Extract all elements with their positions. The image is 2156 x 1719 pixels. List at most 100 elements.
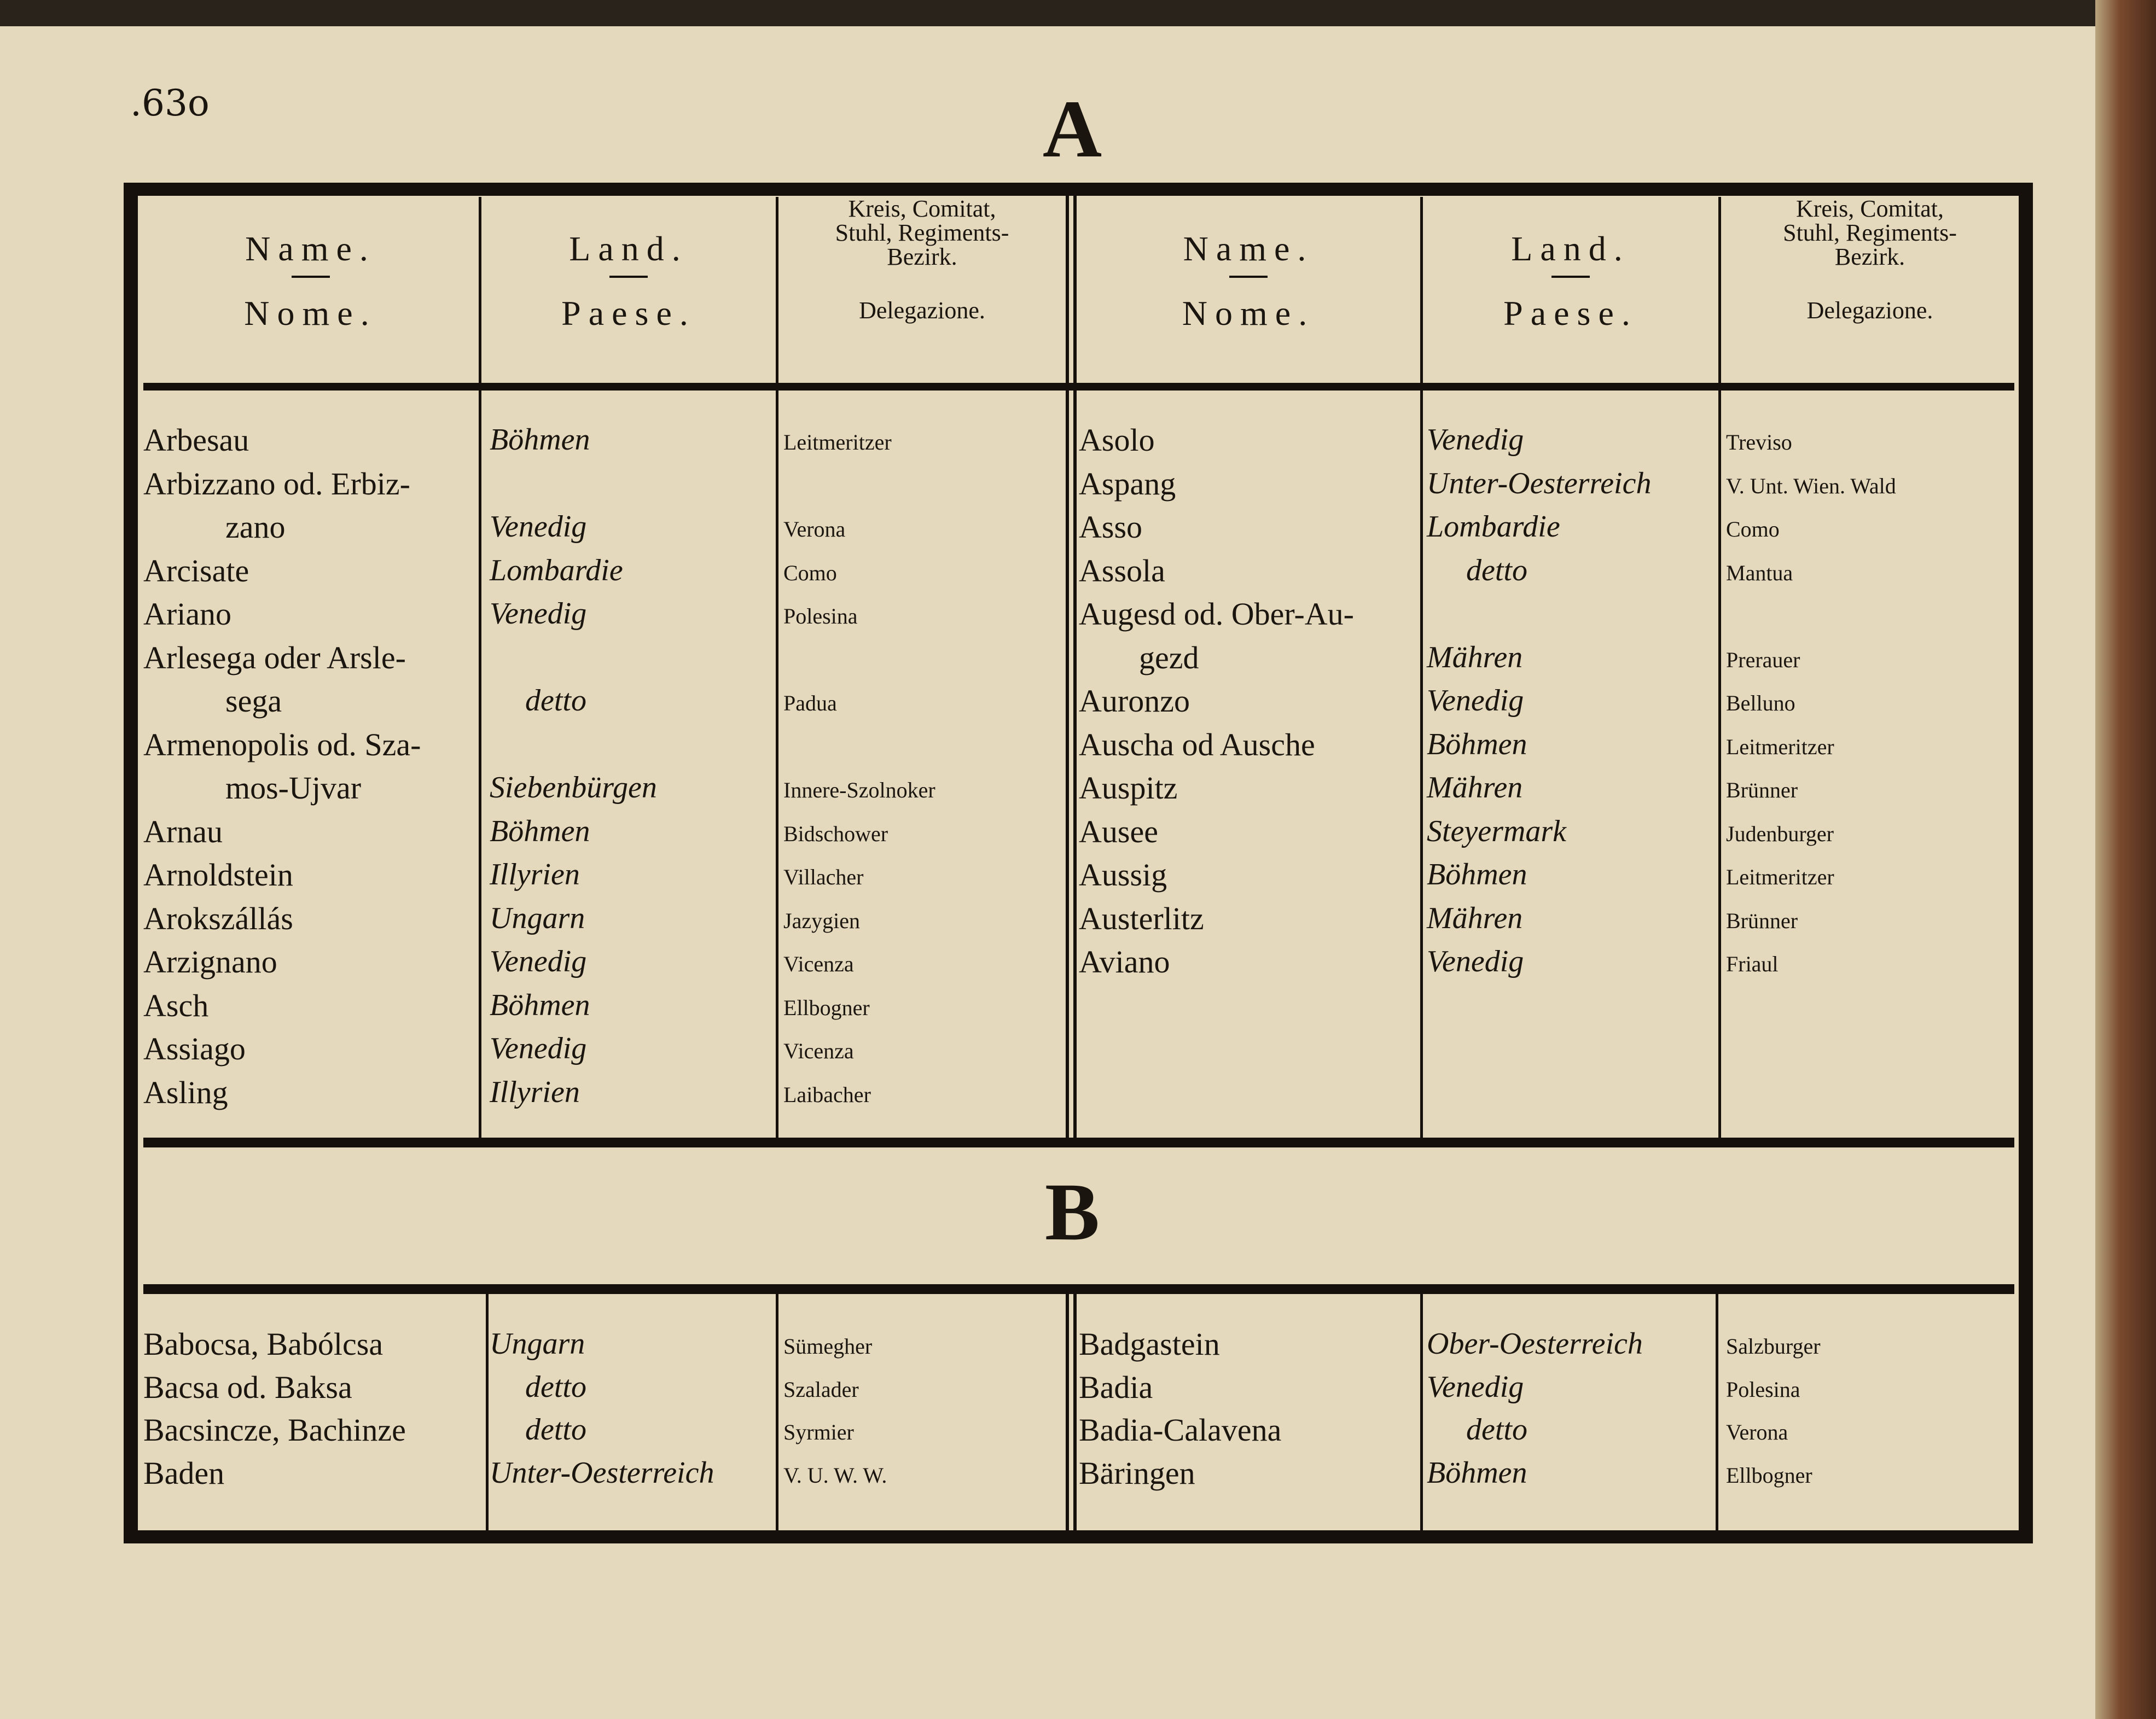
entry-land: Ober-Oesterreich: [1427, 1327, 1643, 1361]
entry-kreis: Polesina: [783, 604, 858, 628]
entry-name: Bäringen: [1079, 1455, 1195, 1491]
header-land-it: Paese.: [561, 294, 696, 333]
page-number: .63o: [130, 82, 210, 124]
entry-name: Auscha od Ausche: [1079, 726, 1315, 762]
header-kreis-it: Delegazione.: [1806, 297, 1933, 324]
header-kreis-line3: Bezirk.: [1834, 243, 1905, 270]
entry-land: detto: [1466, 553, 1527, 587]
entry-name: Badia-Calavena: [1079, 1412, 1282, 1448]
entry-kreis: Szalader: [783, 1377, 859, 1402]
entry-kreis: Leitmeritzer: [1726, 865, 1834, 889]
entry-land: Mähren: [1427, 771, 1523, 805]
entry-kreis: Brünner: [1726, 778, 1798, 802]
entry-land: Böhmen: [490, 814, 590, 848]
entry-kreis: V. U. W. W.: [783, 1462, 887, 1488]
entry-kreis: Laibacher: [783, 1082, 871, 1107]
entry-kreis: V. Unt. Wien. Wald: [1726, 473, 1896, 498]
header-name-it: Nome.: [1182, 294, 1315, 333]
header-divider: [1229, 276, 1268, 278]
entry-land: Böhmen: [1427, 1455, 1527, 1490]
entry-name: Auspitz: [1079, 770, 1178, 806]
header-land-de: Land.: [569, 229, 688, 268]
entry-name: Austerlitz: [1079, 900, 1204, 936]
entry-name: Ariano: [143, 596, 232, 632]
entry-name: Arbesau: [143, 422, 249, 458]
entry-kreis: Judenburger: [1726, 821, 1834, 846]
entry-kreis: Innere-Szolnoker: [783, 778, 935, 802]
header-name-de: Name.: [1183, 229, 1314, 268]
entry-land: detto: [1466, 1413, 1527, 1447]
entry-land: Venedig: [490, 510, 587, 544]
entry-name: Asolo: [1079, 422, 1155, 458]
entry-name: Armenopolis od. Sza-: [143, 726, 421, 762]
entry-land: Böhmen: [490, 988, 590, 1022]
entry-kreis: Verona: [1726, 1420, 1788, 1444]
entry-land: Mähren: [1427, 640, 1523, 674]
header-name-it: Nome.: [244, 294, 377, 333]
entry-name: Arlesega oder Arsle-: [143, 639, 406, 675]
entry-land: Unter-Oesterreich: [490, 1455, 714, 1490]
header-divider: [1551, 276, 1590, 278]
entry-name: Badia: [1079, 1369, 1153, 1405]
entry-land: Venedig: [490, 597, 587, 631]
header-name-left: Name. Nome.: [142, 197, 479, 377]
header-name-de: Name.: [245, 229, 376, 268]
entry-kreis: Como: [783, 560, 837, 585]
entry-land: Venedig: [1427, 423, 1524, 457]
header-kreis-left: Kreis, Comitat, Stuhl, Regiments- Bezirk…: [778, 197, 1066, 377]
header-kreis-right: Kreis, Comitat, Stuhl, Regiments- Bezirk…: [1721, 197, 2019, 377]
entry-land: Ungarn: [490, 901, 585, 935]
entry-kreis: Vicenza: [783, 952, 854, 976]
entry-name: Aspang: [1079, 465, 1176, 502]
header-kreis-line1: Kreis, Comitat,: [848, 195, 996, 222]
entry-name: Asch: [143, 987, 209, 1023]
scan-top-edge: [0, 0, 2156, 26]
entry-name: Arnoldstein: [143, 857, 293, 893]
entry-name: Auronzo: [1079, 683, 1190, 719]
entry-land: Steyermark: [1427, 814, 1567, 848]
entry-name: Badgastein: [1079, 1326, 1220, 1362]
header-land-left: Land. Paese.: [481, 197, 776, 377]
entry-kreis: Leitmeritzer: [1726, 734, 1834, 759]
entry-land: Mähren: [1427, 901, 1523, 935]
entry-land: detto: [525, 1370, 586, 1404]
section-letter-a: A: [1042, 84, 1102, 174]
entry-kreis: Syrmier: [783, 1420, 854, 1444]
entry-name: Aussig: [1079, 857, 1167, 893]
entry-land: Böhmen: [1427, 858, 1527, 891]
entry-land: detto: [525, 684, 586, 718]
entry-kreis: Prerauer: [1726, 647, 1800, 672]
entry-kreis: Brünner: [1726, 908, 1798, 933]
entry-name: Arbizzano od. Erbiz-: [143, 465, 410, 502]
entry-kreis: Leitmeritzer: [783, 430, 892, 454]
entry-name: Assola: [1079, 552, 1165, 588]
entry-land: Venedig: [1427, 945, 1524, 978]
entry-kreis: Sümegher: [783, 1334, 873, 1359]
entry-name: Arnau: [143, 813, 223, 849]
entry-name: Ausee: [1079, 813, 1158, 849]
entry-kreis: Salzburger: [1726, 1334, 1821, 1359]
entry-kreis: Friaul: [1726, 952, 1779, 976]
header-name-right: Name. Nome.: [1077, 197, 1420, 377]
entry-land: Venedig: [490, 1032, 587, 1065]
entry-name: Babocsa, Babólcsa: [143, 1326, 383, 1362]
entry-kreis: Jazygien: [783, 908, 860, 933]
entry-kreis: Vicenza: [783, 1039, 854, 1063]
entry-kreis: Como: [1726, 517, 1780, 541]
entry-land: detto: [525, 1413, 586, 1447]
entry-land: Illyrien: [490, 1075, 580, 1109]
entry-kreis: Belluno: [1726, 691, 1795, 715]
entry-land: Lombardie: [1427, 510, 1560, 544]
entry-name: gezd: [1139, 639, 1199, 675]
entry-land: Venedig: [490, 945, 587, 978]
header-kreis-line3: Bezirk.: [887, 243, 957, 270]
entry-name: sega: [225, 683, 282, 719]
entry-land: Unter-Oesterreich: [1427, 466, 1652, 500]
entry-kreis: Polesina: [1726, 1377, 1800, 1402]
header-kreis-line2: Stuhl, Regiments-: [1783, 219, 1957, 246]
entry-name: Augesd od. Ober-Au-: [1079, 596, 1354, 632]
header-divider: [291, 276, 330, 278]
entry-land: Ungarn: [490, 1327, 585, 1361]
entry-land: Venedig: [1427, 684, 1524, 718]
entry-land: Böhmen: [490, 423, 590, 457]
